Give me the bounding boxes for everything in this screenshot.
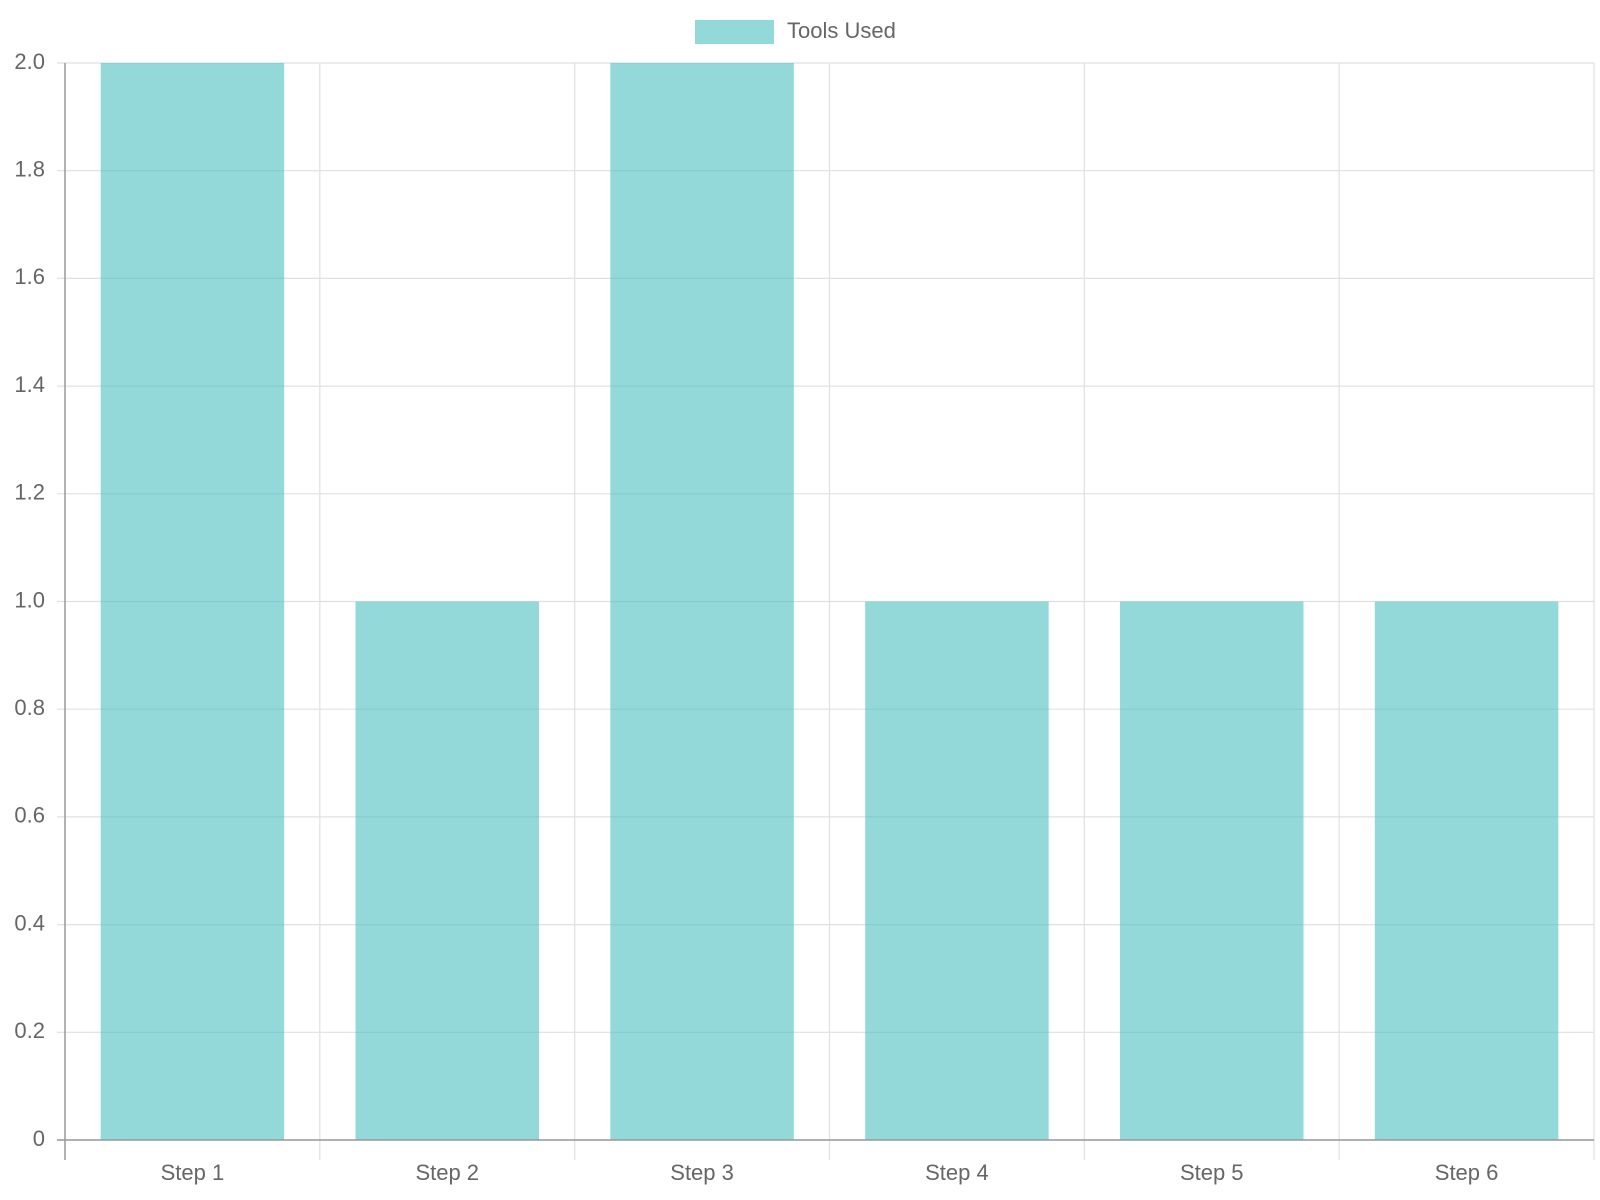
x-tick-label: Step 6 (1435, 1160, 1499, 1185)
y-tick-label: 0.6 (14, 803, 45, 828)
y-tick-label: 1.8 (14, 157, 45, 182)
x-tick-label: Step 1 (161, 1160, 225, 1185)
x-tick-label: Step 5 (1180, 1160, 1244, 1185)
x-tick-label: Step 2 (415, 1160, 479, 1185)
y-tick-label: 0 (33, 1126, 45, 1151)
y-tick-label: 0.2 (14, 1018, 45, 1043)
y-tick-label: 1.6 (14, 264, 45, 289)
x-tick-label: Step 3 (670, 1160, 734, 1185)
y-tick-label: 0.8 (14, 695, 45, 720)
y-tick-label: 1.4 (14, 372, 45, 397)
y-tick-label: 2.0 (14, 49, 45, 74)
x-tick-label: Step 4 (925, 1160, 989, 1185)
legend-swatch (695, 20, 774, 44)
bar (610, 63, 794, 1140)
bar (1120, 601, 1304, 1140)
y-tick-label: 0.4 (14, 910, 45, 935)
bar (865, 601, 1049, 1140)
bar (100, 63, 285, 1140)
legend-label: Tools Used (787, 18, 896, 43)
bar (355, 601, 539, 1140)
y-tick-label: 1.0 (14, 587, 45, 612)
bar (1374, 601, 1559, 1140)
y-tick-label: 1.2 (14, 480, 45, 505)
